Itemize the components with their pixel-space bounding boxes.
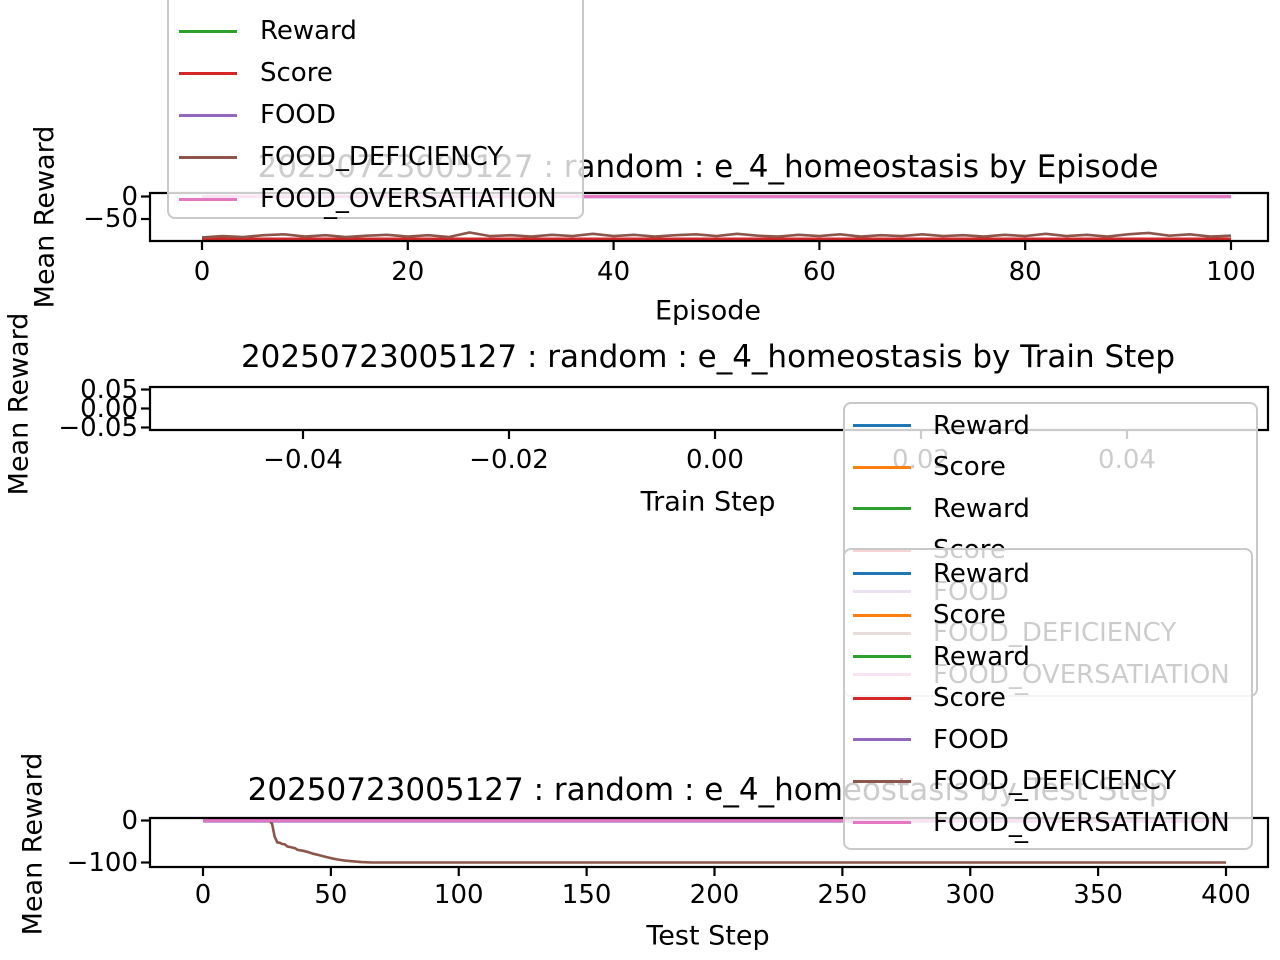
episode-axes-spines bbox=[148, 191, 1270, 243]
episode-legend: Reward Score FOOD FOOD_DEFICIENCY FOOD_OVERS… bbox=[167, 0, 584, 219]
episode-y-tick-label: −50 bbox=[83, 204, 138, 234]
legend-label: Score bbox=[933, 683, 1006, 713]
test-step-legend: Reward Score Reward Score FOOD FOOD_DEFICIENC… bbox=[843, 548, 1253, 850]
test-x-tick-label: 350 bbox=[1073, 880, 1123, 910]
legend-line-swatch-blue bbox=[853, 572, 911, 575]
legend-line-swatch-blue bbox=[853, 424, 911, 427]
test-x-tick-label: 100 bbox=[433, 880, 484, 910]
legend-label: FOOD_OVERSATIATION bbox=[933, 807, 1230, 838]
legend-line-swatch-green bbox=[853, 507, 911, 510]
episode-x-tick-label: 100 bbox=[1206, 257, 1256, 287]
test-series-line-food_deficiency bbox=[203, 819, 1226, 864]
test-x-tick-label: 200 bbox=[689, 880, 740, 910]
train-x-tick-label: −0.02 bbox=[469, 445, 549, 475]
legend-label: Reward bbox=[933, 558, 1030, 589]
test-x-tick-label: 300 bbox=[945, 880, 996, 910]
train-x-tick-label: 0.00 bbox=[686, 445, 744, 475]
legend-line-swatch-orange bbox=[853, 465, 911, 469]
test-y-tick-label: 0 bbox=[121, 805, 138, 836]
train-xaxis-label: Train Step bbox=[640, 486, 776, 518]
legend-label: FOOD_DEFICIENCY bbox=[260, 142, 504, 172]
train-y-tick-label: −0.05 bbox=[58, 412, 138, 443]
train-axes-spines bbox=[148, 385, 1270, 432]
legend-label: Score bbox=[933, 600, 1006, 630]
legend-label: FOOD bbox=[260, 100, 336, 130]
legend-label: FOOD_OVERSATIATION bbox=[260, 184, 557, 214]
legend-label: Reward bbox=[933, 493, 1030, 524]
legend-label: Reward bbox=[933, 410, 1030, 441]
legend-line-swatch-purple bbox=[179, 113, 237, 117]
legend-label: Score bbox=[933, 452, 1006, 482]
episode-series-line-food_deficiency bbox=[201, 231, 1232, 239]
legend-label: FOOD_DEFICIENCY bbox=[933, 766, 1177, 796]
legend-label: Score bbox=[260, 58, 333, 88]
legend-label-underscore: _ bbox=[324, 190, 337, 220]
train-x-tick-label: −0.04 bbox=[263, 445, 343, 475]
episode-yaxis-label: Mean Reward bbox=[29, 125, 61, 309]
legend-line-swatch-purple bbox=[853, 738, 911, 741]
legend-line-swatch-pink bbox=[179, 197, 237, 201]
test-x-tick-label: 150 bbox=[561, 880, 612, 910]
test-y-tick-label: −100 bbox=[66, 847, 138, 878]
episode-xaxis-label: Episode bbox=[654, 295, 762, 327]
test-x-tick-label: 400 bbox=[1201, 880, 1251, 910]
legend-line-swatch-orange bbox=[853, 613, 911, 617]
episode-x-tick-label: 20 bbox=[391, 257, 425, 287]
episode-x-tick-label: 0 bbox=[193, 257, 211, 287]
legend-line-swatch-red bbox=[179, 71, 237, 75]
train-y-tick-label: 0.00 bbox=[80, 393, 138, 424]
legend-label-underscore: _ bbox=[1015, 813, 1028, 844]
train-plot-title: 20250723005127 : random : e_4_homeostasi… bbox=[240, 339, 1176, 375]
legend-label: FOOD bbox=[933, 724, 1009, 755]
legend-line-swatch-brown bbox=[179, 155, 237, 159]
legend-label: Reward bbox=[260, 16, 357, 46]
episode-x-tick-label: 60 bbox=[802, 257, 836, 287]
legend-line-swatch-green bbox=[853, 655, 911, 658]
train-yaxis-label: Mean Reward bbox=[3, 312, 35, 496]
test-xaxis-label: Test Step bbox=[646, 920, 770, 952]
test-x-tick-label: 250 bbox=[817, 880, 868, 910]
legend-line-swatch-brown bbox=[853, 779, 911, 783]
legend-line-swatch-red bbox=[853, 696, 911, 700]
legend-line-swatch-green bbox=[179, 29, 237, 33]
legend-line-swatch-pink bbox=[853, 821, 911, 824]
episode-x-tick-label: 40 bbox=[597, 257, 631, 287]
test-x-tick-label: 0 bbox=[194, 880, 212, 910]
train-y-tick-label: 0.05 bbox=[80, 374, 138, 405]
legend-label: Reward bbox=[933, 641, 1030, 672]
episode-y-tick-label: 0 bbox=[121, 181, 138, 212]
test-x-tick-label: 50 bbox=[314, 880, 348, 910]
episode-x-tick-label: 80 bbox=[1008, 257, 1042, 287]
test-yaxis-label: Mean Reward bbox=[17, 752, 49, 936]
legend-label-underscore: _ bbox=[1015, 772, 1028, 802]
